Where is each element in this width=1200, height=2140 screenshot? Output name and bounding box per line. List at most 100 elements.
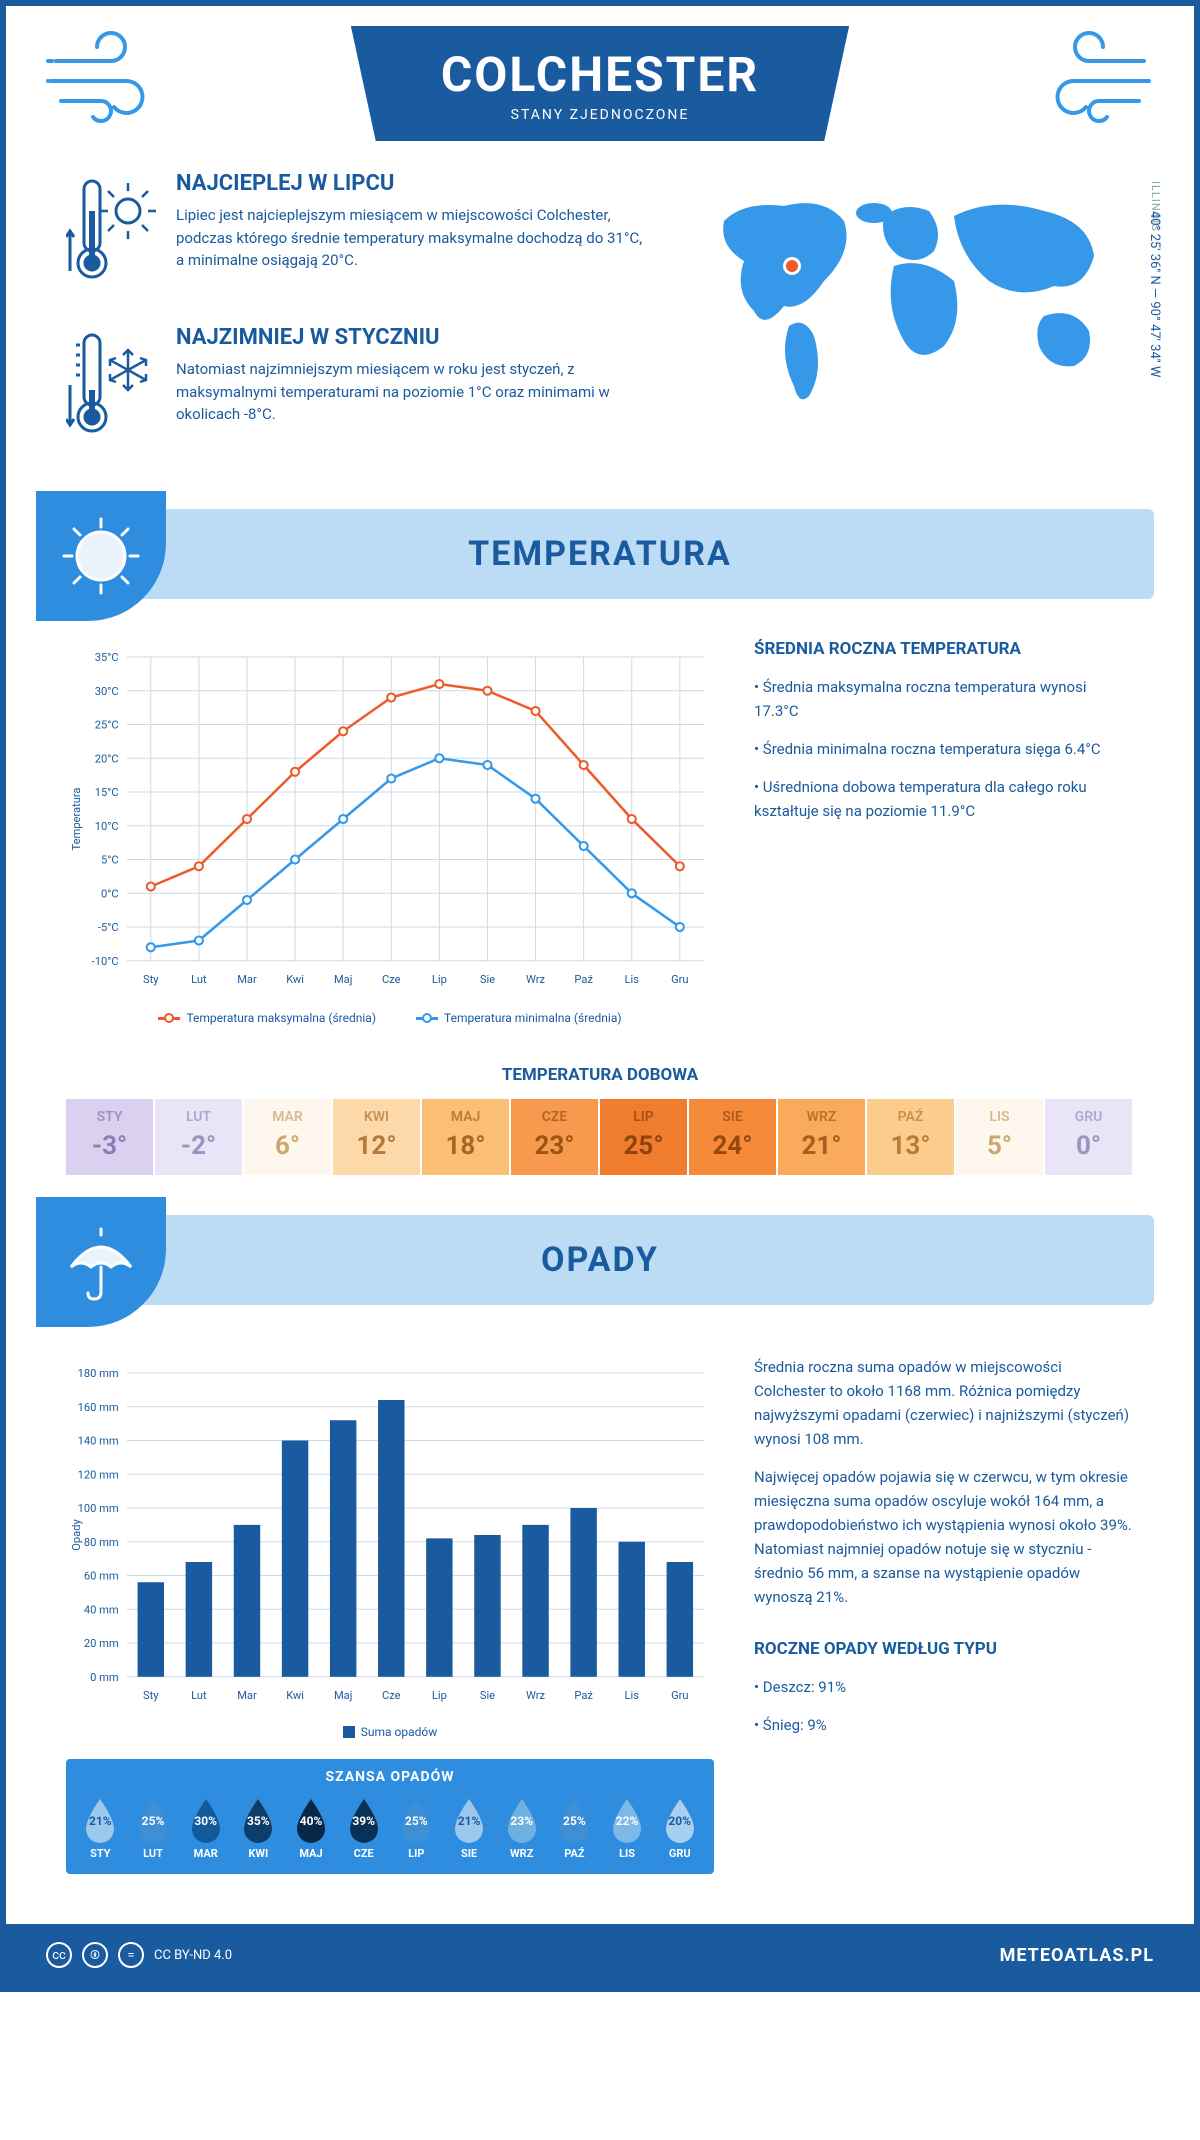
svg-text:20 mm: 20 mm (84, 1637, 119, 1650)
svg-text:Sie: Sie (480, 1689, 495, 1702)
svg-text:Lut: Lut (191, 1689, 207, 1702)
chance-title: SZANSA OPADÓW (74, 1769, 706, 1785)
svg-text:Cze: Cze (382, 1689, 401, 1702)
title-banner: COLCHESTER STANY ZJEDNOCZONE (351, 26, 849, 141)
svg-text:Paź: Paź (574, 1689, 593, 1702)
city-title: COLCHESTER (441, 46, 759, 103)
precipitation-summary: Średnia roczna suma opadów w miejscowośc… (754, 1355, 1134, 1874)
precipitation-bar-chart: 0 mm20 mm40 mm60 mm80 mm100 mm120 mm140 … (66, 1355, 714, 1715)
thermometer-cold-icon (66, 325, 156, 449)
daily-temp-cell: LUT-2° (155, 1099, 244, 1175)
svg-text:Opady: Opady (70, 1519, 83, 1551)
opady-type-title: ROCZNE OPADY WEDŁUG TYPU (754, 1639, 1134, 1659)
warmest-text: Lipiec jest najcieplejszym miesiącem w m… (176, 204, 654, 272)
svg-text:Mar: Mar (237, 1689, 257, 1702)
site-name: METEOATLAS.PL (1000, 1945, 1154, 1966)
daily-temp-cell: LIS5° (956, 1099, 1045, 1175)
section-header-precipitation: OPADY (46, 1215, 1154, 1305)
svg-text:Lip: Lip (432, 1689, 447, 1702)
svg-text:Maj: Maj (334, 973, 352, 986)
chance-cell: 35%KWI (232, 1795, 285, 1860)
daily-temp-cell: CZE23° (511, 1099, 600, 1175)
bar-legend: Suma opadów (343, 1725, 438, 1739)
chance-cell: 40%MAJ (285, 1795, 338, 1860)
chance-cell: 23%WRZ (495, 1795, 548, 1860)
chance-cell: 30%MAR (179, 1795, 232, 1860)
svg-text:100 mm: 100 mm (78, 1502, 119, 1515)
svg-text:160 mm: 160 mm (78, 1401, 119, 1414)
temperature-summary: ŚREDNIA ROCZNA TEMPERATURA • Średnia mak… (754, 639, 1134, 1025)
svg-text:5°C: 5°C (101, 854, 119, 867)
warmest-block: NAJCIEPLEJ W LIPCU Lipiec jest najcieple… (66, 171, 654, 295)
svg-text:140 mm: 140 mm (78, 1435, 119, 1448)
daily-temp-title: TEMPERATURA DOBOWA (6, 1065, 1194, 1085)
svg-text:180 mm: 180 mm (78, 1367, 119, 1380)
svg-text:35°C: 35°C (95, 651, 119, 664)
temperature-title: TEMPERATURA (86, 534, 1114, 574)
svg-text:Kwi: Kwi (286, 973, 304, 986)
wind-icon-right (1034, 26, 1154, 130)
section-header-temperature: TEMPERATURA (46, 509, 1154, 599)
svg-text:15°C: 15°C (95, 786, 119, 799)
svg-text:-10°C: -10°C (92, 955, 119, 968)
chance-cell: 21%STY (74, 1795, 127, 1860)
nd-icon: = (118, 1942, 144, 1968)
svg-text:Lis: Lis (625, 1689, 640, 1702)
coldest-title: NAJZIMNIEJ W STYCZNIU (176, 325, 654, 350)
by-icon: 🅯 (82, 1942, 108, 1968)
precipitation-chance-box: SZANSA OPADÓW 21%STY25%LUT30%MAR35%KWI40… (66, 1759, 714, 1874)
daily-temp-cell: MAR6° (244, 1099, 333, 1175)
svg-text:Lip: Lip (432, 973, 447, 986)
svg-text:Maj: Maj (334, 1689, 352, 1702)
svg-text:Temperatura: Temperatura (70, 788, 83, 851)
svg-text:30°C: 30°C (95, 685, 119, 698)
coordinates: 40° 25' 36'' N — 90° 47' 34'' W (1147, 211, 1162, 377)
svg-text:60 mm: 60 mm (84, 1570, 119, 1583)
svg-text:20°C: 20°C (95, 752, 119, 765)
daily-temp-table: STY-3°LUT-2°MAR6°KWI12°MAJ18°CZE23°LIP25… (66, 1099, 1134, 1175)
opady-p2: Najwięcej opadów pojawia się w czerwcu, … (754, 1465, 1134, 1609)
svg-text:-5°C: -5°C (98, 921, 119, 934)
daily-temp-cell: GRU0° (1045, 1099, 1134, 1175)
svg-text:Wrz: Wrz (526, 973, 546, 986)
daily-temp-cell: STY-3° (66, 1099, 155, 1175)
thermometer-hot-icon (66, 171, 156, 295)
avg-annual-title: ŚREDNIA ROCZNA TEMPERATURA (754, 639, 1134, 659)
svg-text:0°C: 0°C (101, 887, 119, 900)
chance-cell: 25%LIP (390, 1795, 443, 1860)
opady-rain: • Deszcz: 91% (754, 1675, 1134, 1699)
header: COLCHESTER STANY ZJEDNOCZONE (6, 6, 1194, 141)
svg-text:Lis: Lis (625, 973, 640, 986)
opady-p1: Średnia roczna suma opadów w miejscowośc… (754, 1355, 1134, 1451)
footer: cc 🅯 = CC BY-ND 4.0 METEOATLAS.PL (6, 1924, 1194, 1986)
svg-text:Lut: Lut (191, 973, 207, 986)
precipitation-title: OPADY (86, 1240, 1114, 1280)
svg-text:Sty: Sty (143, 973, 159, 986)
svg-text:0 mm: 0 mm (90, 1671, 119, 1684)
svg-text:10°C: 10°C (95, 820, 119, 833)
cc-icon: cc (46, 1942, 72, 1968)
svg-text:Gru: Gru (671, 973, 688, 986)
chance-cell: 20%GRU (653, 1795, 706, 1860)
svg-text:Wrz: Wrz (526, 1689, 546, 1702)
daily-temp-cell: MAJ18° (422, 1099, 511, 1175)
svg-text:Kwi: Kwi (286, 1689, 304, 1702)
daily-temp-cell: KWI12° (333, 1099, 422, 1175)
coldest-block: NAJZIMNIEJ W STYCZNIU Natomiast najzimni… (66, 325, 654, 449)
chance-cell: 39%CZE (337, 1795, 390, 1860)
temp-bullet: • Średnia maksymalna roczna temperatura … (754, 675, 1134, 723)
country-subtitle: STANY ZJEDNOCZONE (441, 107, 759, 123)
coldest-text: Natomiast najzimniejszym miesiącem w rok… (176, 358, 654, 426)
daily-temp-cell: LIP25° (600, 1099, 689, 1175)
svg-text:Gru: Gru (671, 1689, 688, 1702)
svg-text:Sie: Sie (480, 973, 495, 986)
daily-temp-cell: WRZ21° (778, 1099, 867, 1175)
chance-cell: 25%LUT (127, 1795, 180, 1860)
license-text: CC BY-ND 4.0 (154, 1948, 232, 1963)
legend-item: Temperatura maksymalna (średnia) (158, 1011, 376, 1025)
legend-item: Temperatura minimalna (średnia) (416, 1011, 622, 1025)
opady-snow: • Śnieg: 9% (754, 1713, 1134, 1737)
chance-cell: 25%PAŹ (548, 1795, 601, 1860)
daily-temp-cell: PAŹ13° (867, 1099, 956, 1175)
svg-text:120 mm: 120 mm (78, 1468, 119, 1481)
